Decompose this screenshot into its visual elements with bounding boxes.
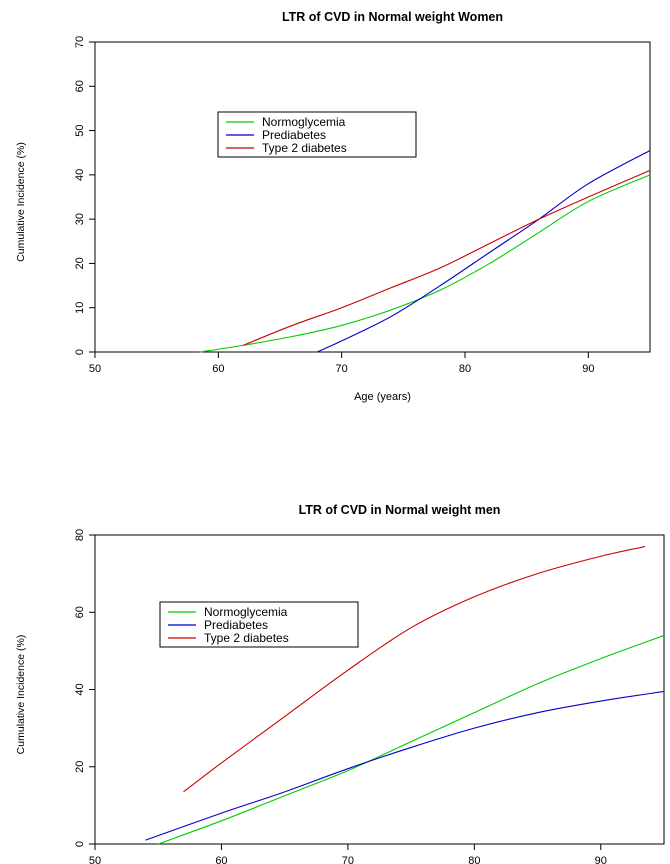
y-tick-label: 50 [74, 124, 86, 136]
series-line-prediabetes [145, 690, 665, 841]
plot-frame [94, 534, 665, 845]
y-tick-label: 70 [74, 36, 86, 48]
x-tick-label: 60 [212, 363, 224, 375]
x-tick-label: 90 [595, 855, 607, 864]
x-tick-label: 70 [342, 855, 354, 864]
series-line-normoglycemia [199, 174, 651, 353]
x-tick-label: 80 [468, 855, 480, 864]
series-line-type-2-diabetes [242, 169, 651, 346]
chart-men: LTR of CVD in Normal weight men 50 60 70 80 9… [15, 503, 665, 864]
y-tick-label: 10 [74, 302, 86, 314]
y-tick-label: 20 [74, 257, 86, 269]
series-line-normoglycemia [158, 634, 665, 845]
y-tick-label: 60 [74, 80, 86, 92]
series-line-prediabetes [316, 150, 651, 353]
y-tick-label: 30 [74, 213, 86, 225]
legend-label-prediabetes: Prediabetes [204, 618, 268, 632]
chart-title: LTR of CVD in Normal weight Women [282, 10, 503, 24]
y-tick-label: 20 [74, 761, 86, 773]
legend-label-normoglycemia: Normoglycemia [262, 115, 346, 129]
x-tick-label: 50 [89, 855, 101, 864]
y-tick-label: 40 [74, 169, 86, 181]
y-tick-label: 80 [74, 529, 86, 541]
chart-women: LTR of CVD in Normal weight Women 50 60 70 8… [15, 10, 651, 403]
series-line-type-2-diabetes [183, 546, 646, 793]
chart-title: LTR of CVD in Normal weight men [299, 503, 501, 517]
legend-label-type-2-diabetes: Type 2 diabetes [262, 141, 347, 155]
x-tick-label: 80 [459, 363, 471, 375]
x-axis-label: Age (years) [354, 391, 411, 403]
y-tick-label: 40 [74, 683, 86, 695]
legend-label-type-2-diabetes: Type 2 diabetes [204, 631, 289, 645]
legend-label-prediabetes: Prediabetes [262, 128, 326, 142]
plot-frame [94, 41, 651, 353]
x-tick-label: 70 [336, 363, 348, 375]
x-tick-label: 60 [215, 855, 227, 864]
y-tick-label: 0 [74, 841, 86, 847]
y-axis-label: Cumulative Incidence (%) [15, 635, 27, 755]
legend-label-normoglycemia: Normoglycemia [204, 605, 288, 619]
y-tick-label: 0 [74, 349, 86, 355]
y-tick-label: 60 [74, 606, 86, 618]
x-tick-label: 90 [582, 363, 594, 375]
y-axis-label: Cumulative Incidence (%) [15, 142, 27, 262]
x-tick-label: 50 [89, 363, 101, 375]
